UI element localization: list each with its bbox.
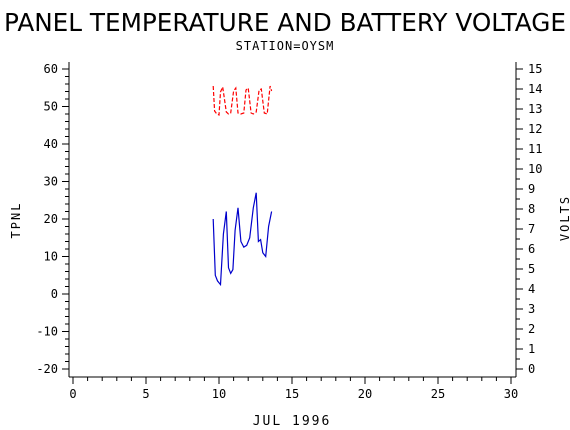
x-axis-label: JUL 1996 <box>253 414 332 429</box>
y-left-tick-label: 60 <box>44 62 58 76</box>
y-left-tick-label: 20 <box>44 212 58 226</box>
y-right-axis-label: VOLTS <box>558 195 570 241</box>
y-right-tick-label: 15 <box>528 62 542 76</box>
y-right-tick-label: 10 <box>528 162 542 176</box>
x-tick-label: 5 <box>142 387 149 401</box>
x-tick-label: 0 <box>69 387 76 401</box>
chart-subtitle: STATION=OYSM <box>236 39 335 53</box>
y-right-tick-label: 5 <box>528 262 535 276</box>
y-left-tick-label: -20 <box>36 362 58 376</box>
x-tick-label: 10 <box>212 387 226 401</box>
axes: 0 5 10 15 20 25 30-20-100102030405060012345678… <box>36 62 542 401</box>
x-tick-label: 30 <box>504 387 518 401</box>
y-left-tick-label: 10 <box>44 250 58 264</box>
y-right-tick-label: 13 <box>528 102 542 116</box>
y-left-tick-label: 50 <box>44 100 58 114</box>
y-left-axis-label: TPNL <box>9 202 23 239</box>
y-right-tick-label: 0 <box>528 362 535 376</box>
y-right-tick-label: 6 <box>528 242 535 256</box>
battery-voltage-line <box>212 84 273 116</box>
chart-title: PANEL TEMPERATURE AND BATTERY VOLTAGE <box>4 8 566 37</box>
x-tick-label: 20 <box>358 387 372 401</box>
y-left-tick-label: 40 <box>44 137 58 151</box>
y-right-tick-label: 14 <box>528 82 542 96</box>
y-left-tick-label: 0 <box>51 287 58 301</box>
y-right-tick-label: 7 <box>528 222 535 236</box>
y-left-tick-label: -10 <box>36 325 58 339</box>
y-right-tick-label: 4 <box>528 282 535 296</box>
y-right-tick-label: 8 <box>528 202 535 216</box>
y-right-tick-label: 1 <box>528 342 535 356</box>
x-tick-label: 25 <box>431 387 445 401</box>
y-right-tick-label: 11 <box>528 142 542 156</box>
y-right-tick-label: 3 <box>528 302 535 316</box>
y-right-tick-label: 9 <box>528 182 535 196</box>
x-tick-label: 15 <box>285 387 299 401</box>
y-left-tick-label: 30 <box>44 175 58 189</box>
y-right-tick-label: 2 <box>528 322 535 336</box>
panel-temperature-line <box>212 192 273 287</box>
y-right-tick-label: 12 <box>528 122 542 136</box>
series-layer <box>212 84 273 287</box>
